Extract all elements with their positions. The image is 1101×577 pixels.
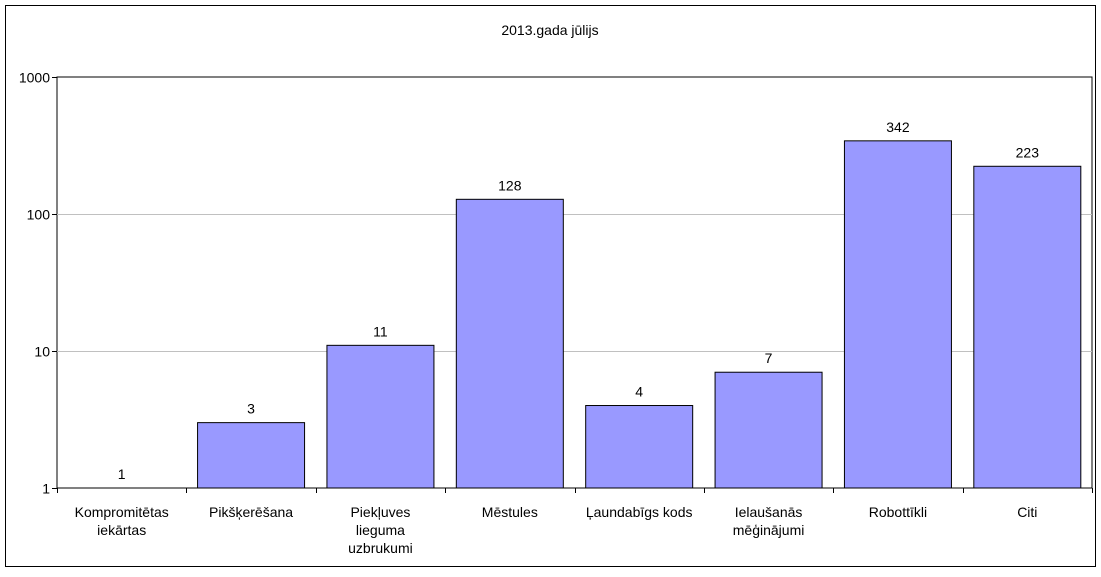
y-tick-label: 10 [34,344,50,360]
bar [585,405,694,489]
x-tick-label: Mēstules [482,504,538,520]
bar [714,371,823,489]
x-tick-label-line: iekārtas [97,522,146,538]
x-axis: Kompromitētas iekārtas Pikšķerēšana Piekļuv… [57,488,1093,556]
y-tick-label: 1000 [19,70,50,86]
x-tick-label: Kompromitētas iekārtas [75,504,169,538]
bar [326,344,435,489]
x-tick-label: Ielaušanās mēģinājumi [733,504,805,538]
x-tick-label-line: Ļaundabīgs kods [586,504,693,520]
y-tick-label: 1 [42,481,50,497]
bar [973,165,1082,489]
x-tick-label: Ļaundabīgs kods [586,504,693,520]
y-tick-label: 100 [27,207,51,223]
data-label: 1 [118,466,126,482]
bars [197,140,1082,489]
x-tick-label-line: lieguma [356,522,405,538]
data-label: 7 [765,350,773,366]
x-tick-label-line: uzbrukumi [348,540,413,556]
x-tick-label-line: Robottīkli [869,504,927,520]
chart-title: 2013.gada jūlijs [501,22,598,38]
x-tick-label: Citi [1017,504,1037,520]
data-label: 3 [247,401,255,417]
data-label: 4 [635,384,643,400]
x-tick-label-line: Ielaušanās [735,504,803,520]
x-tick-label-line: Citi [1017,504,1037,520]
bar [455,198,564,489]
x-tick-label: Pikšķerēšana [209,504,293,520]
bar [197,422,306,489]
x-tick-label-line: Piekļuves [350,504,410,520]
value-labels: 1 3 11 128 4 7 342 223 [118,119,1039,482]
y-axis: 1 10 100 1000 [19,70,57,497]
bar [843,140,952,489]
data-label: 11 [373,323,388,339]
x-tick-label: Piekļuves lieguma uzbrukumi [348,504,413,556]
data-label: 128 [498,177,522,193]
data-label: 342 [886,119,910,135]
x-tick-label-line: Kompromitētas [75,504,169,520]
x-tick-label-line: mēģinājumi [733,522,805,538]
x-tick-label: Robottīkli [869,504,927,520]
x-tick-label-line: Pikšķerēšana [209,504,293,520]
data-label: 223 [1016,144,1040,160]
x-tick-label-line: Mēstules [482,504,538,520]
